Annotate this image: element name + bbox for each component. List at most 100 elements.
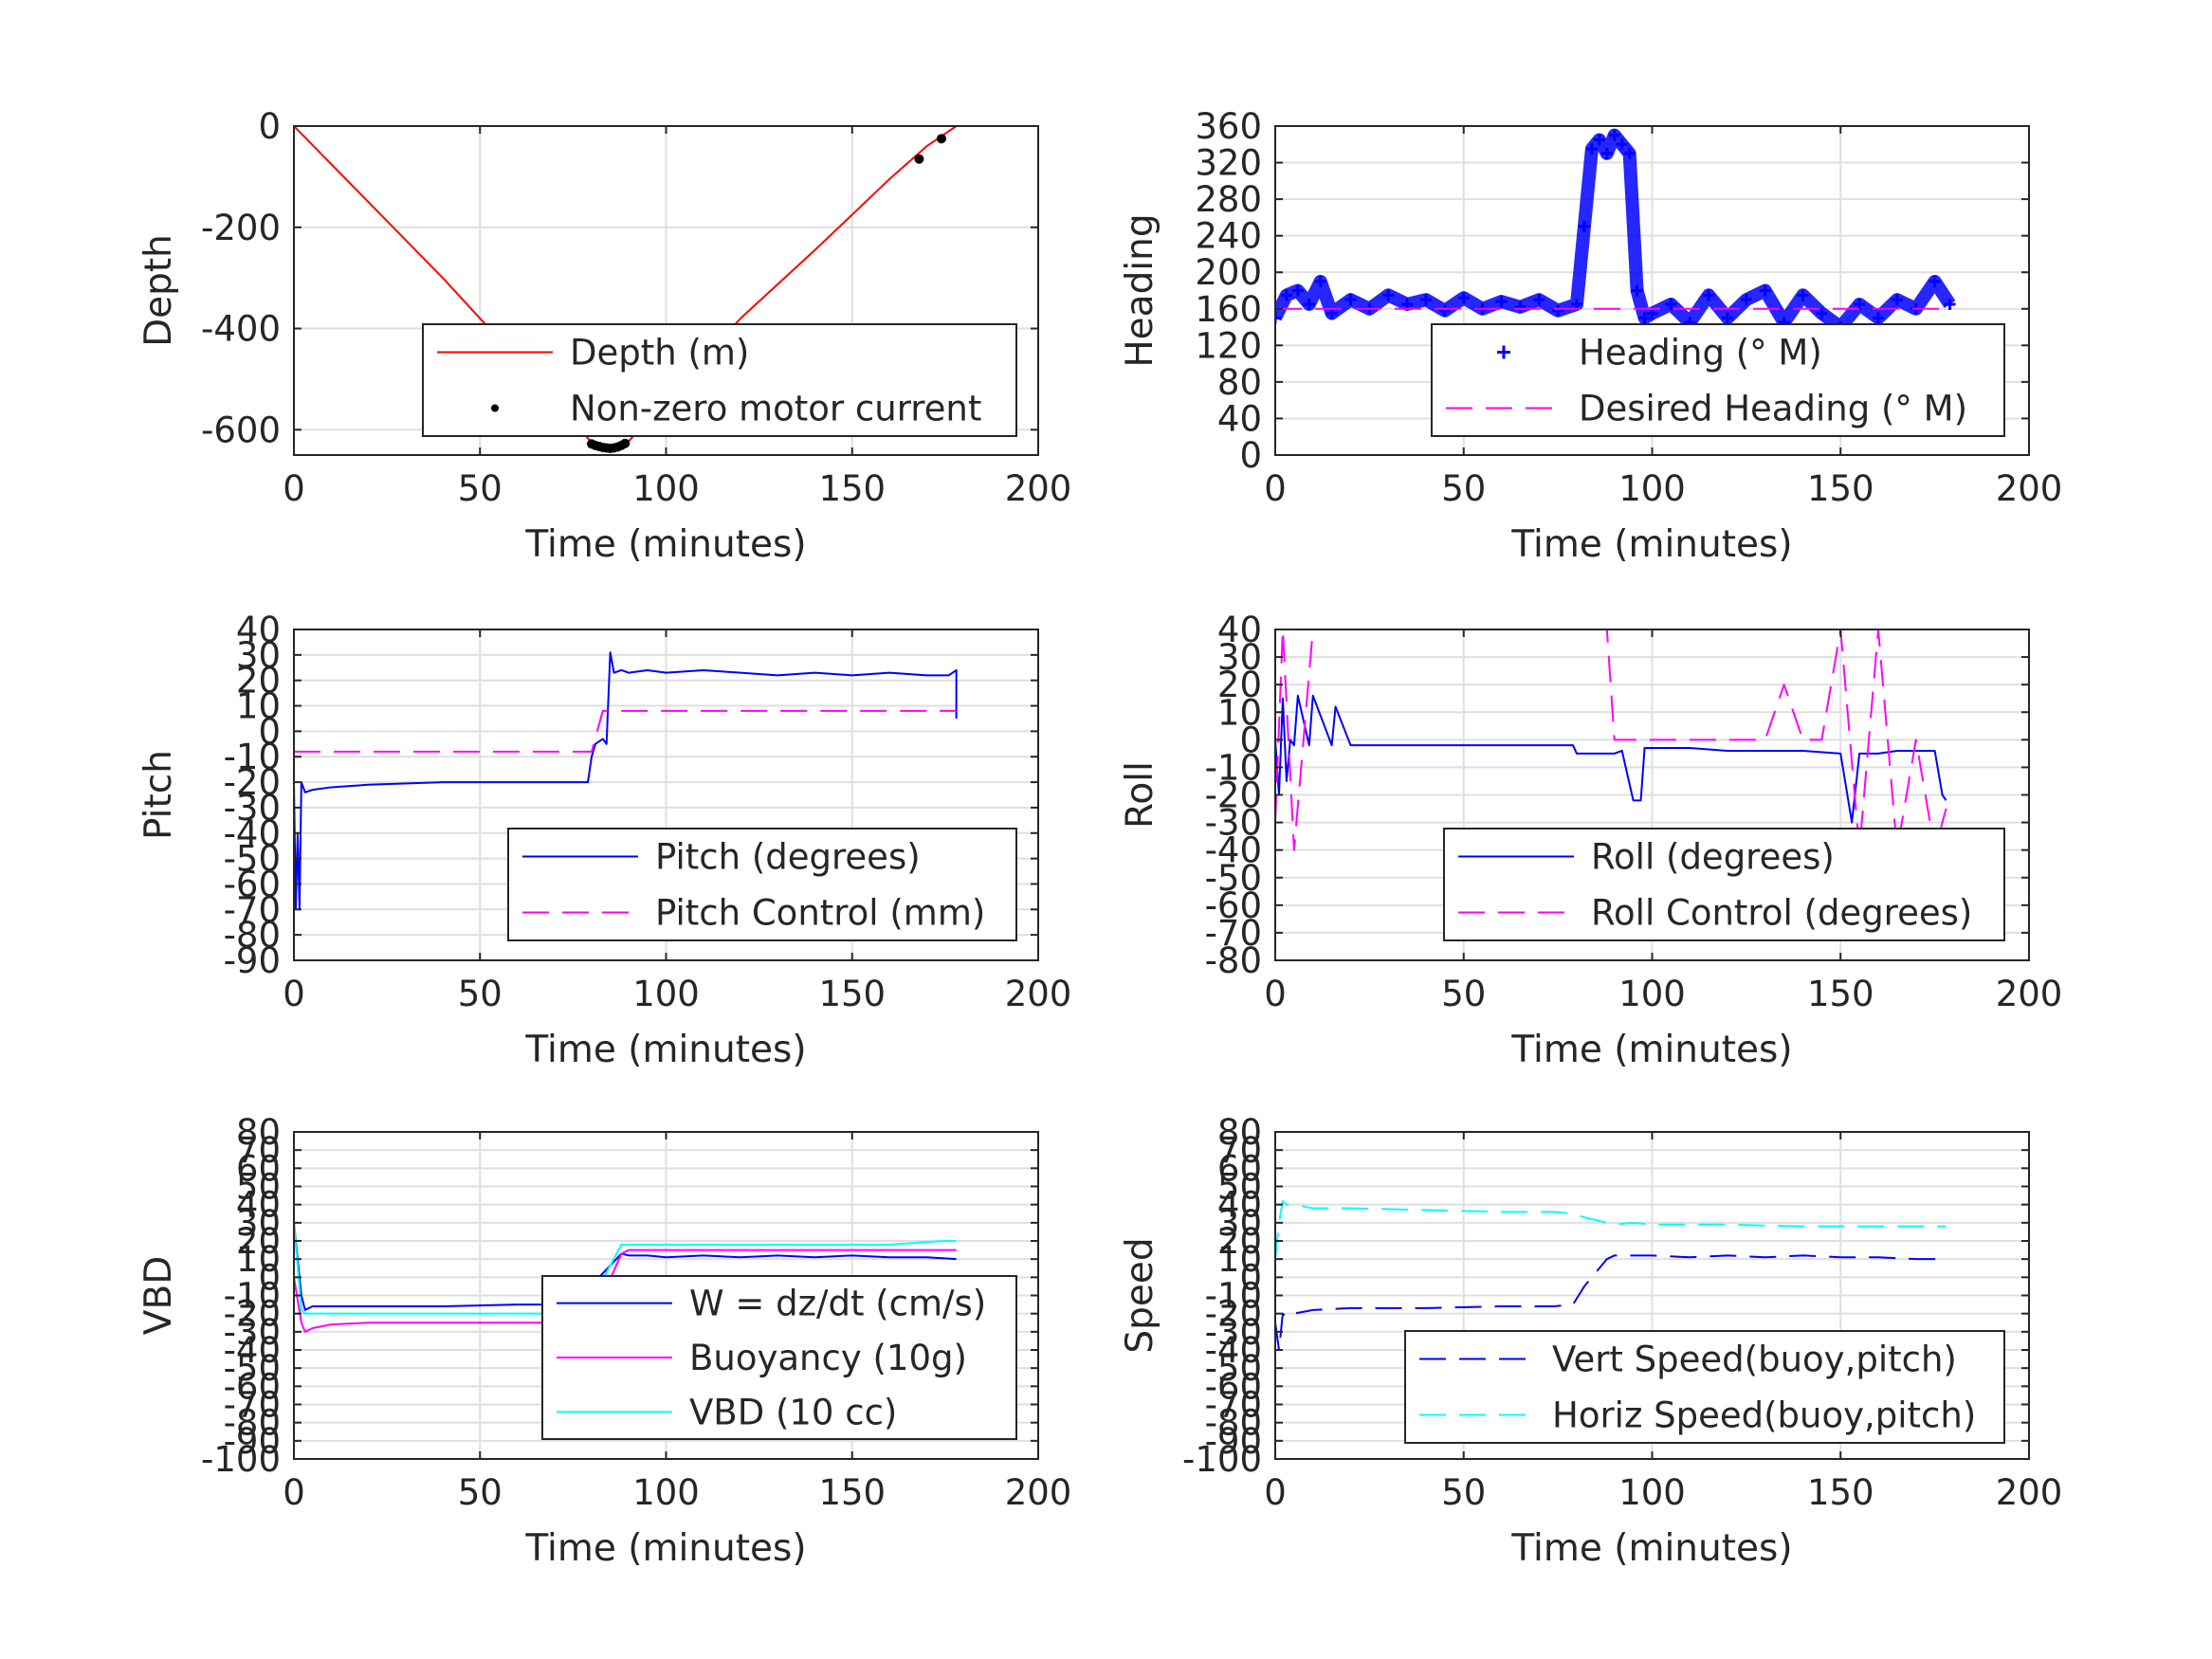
- depth-series-2-point: [936, 134, 946, 144]
- heading-legend-label: Heading (° M): [1579, 333, 1822, 374]
- vbd-y-tick-label: -80: [224, 1403, 281, 1444]
- speed-chart: 0 50 100 150 20080706050403020100-10-20-30-4…: [1119, 1112, 2062, 1570]
- speed-x-axis-label: Time (minutes): [1510, 1527, 1792, 1570]
- speed-y-tick-label: -40: [1205, 1330, 1262, 1371]
- roll-y-tick-label: 40: [1217, 610, 1262, 650]
- heading-y-axis-label: Heading: [1119, 213, 1161, 367]
- heading-y-tick-label: 320: [1195, 143, 1262, 184]
- pitch-x-tick-label: 50: [458, 974, 503, 1014]
- heading-series-1-point: [1929, 275, 1941, 287]
- vbd-y-tick-label: 50: [236, 1167, 281, 1208]
- heading-legend-marker: [1497, 345, 1510, 359]
- pitch-y-tick-label: 40: [236, 610, 281, 650]
- heading-series-1-point: [1854, 298, 1866, 310]
- heading-series-1-point: [1638, 312, 1651, 324]
- heading-series-1-point: [1891, 294, 1903, 306]
- heading-y-tick-label: 80: [1217, 362, 1262, 403]
- heading-series-1-point: [1600, 147, 1613, 159]
- speed-x-tick-label: 200: [1996, 1472, 2063, 1513]
- heading-series-1-point: [1722, 312, 1733, 324]
- heading-series-1-point: [1514, 301, 1526, 313]
- speed-y-tick-label: -20: [1205, 1294, 1262, 1335]
- heading-x-tick-label: 0: [1264, 468, 1287, 509]
- heading-x-tick-label: 150: [1807, 468, 1874, 509]
- vbd-x-tick-label: 0: [283, 1472, 305, 1513]
- pitch-y-tick-label: -60: [224, 864, 281, 904]
- roll-x-tick-label: 0: [1264, 974, 1287, 1014]
- heading-series-1-point: [1420, 294, 1432, 306]
- depth-x-tick-label: 100: [632, 468, 700, 509]
- depth-legend-label: Depth (m): [570, 333, 749, 374]
- vbd-x-tick-label: 50: [458, 1472, 503, 1513]
- pitch-y-tick-label: -20: [224, 762, 281, 803]
- vbd-y-tick-label: -10: [224, 1276, 281, 1317]
- vbd-legend: W = dz/dt (cm/s) Buoyancy (10g) VBD (10 cc…: [541, 1275, 1017, 1440]
- roll-y-tick-label: -60: [1205, 885, 1262, 926]
- speed-y-tick-label: 40: [1217, 1185, 1262, 1226]
- depth-x-tick-label: 50: [458, 468, 503, 509]
- pitch-x-tick-label: 150: [818, 974, 886, 1014]
- pitch-legend-label: Pitch (degrees): [655, 837, 921, 878]
- speed-y-tick-label: -60: [1205, 1366, 1262, 1407]
- heading-series-1-point: [1608, 129, 1620, 141]
- vbd-chart: 0 50 100 150 20080706050403020100-10-20-30-4…: [137, 1112, 1071, 1570]
- speed-legend-label: Horiz Speed(buoy,pitch): [1552, 1395, 1976, 1436]
- heading-series-1-point: [1816, 307, 1828, 319]
- roll-y-tick-label: 0: [1239, 720, 1262, 760]
- heading-series-1-point: [1623, 147, 1636, 159]
- pitch-series-1-line: [294, 651, 958, 911]
- vbd-y-tick-label: 70: [236, 1130, 281, 1171]
- heading-series-1-point: [1344, 294, 1357, 306]
- speed-y-tick-label: 20: [1217, 1221, 1262, 1262]
- pitch-x-tick-label: 200: [1005, 974, 1072, 1014]
- roll-x-tick-label: 100: [1618, 974, 1686, 1014]
- heading-y-tick-label: 240: [1195, 216, 1262, 257]
- depth-series-2-point: [914, 154, 924, 164]
- vbd-y-tick-label: 40: [236, 1185, 281, 1226]
- speed-y-tick-label: -90: [1205, 1421, 1262, 1462]
- speed-x-tick-label: 100: [1618, 1472, 1686, 1513]
- speed-series-group: [1275, 1199, 1947, 1351]
- depth-legend-marker: [491, 404, 499, 412]
- pitch-y-tick-label: -80: [224, 915, 281, 956]
- heading-y-tick-label: 200: [1195, 252, 1262, 293]
- speed-y-axis-label: Speed: [1119, 1237, 1161, 1353]
- speed-y-tick-label: -30: [1205, 1312, 1262, 1353]
- heading-series-1-point: [1665, 298, 1677, 310]
- speed-x-tick-label: 50: [1441, 1472, 1486, 1513]
- speed-y-tick-label: -50: [1205, 1348, 1262, 1389]
- vbd-y-axis-label: VBD: [137, 1256, 180, 1335]
- roll-y-tick-label: -10: [1205, 747, 1262, 788]
- roll-legend-label: Roll Control (degrees): [1591, 893, 1972, 934]
- speed-y-tick-label: -10: [1205, 1276, 1262, 1317]
- vbd-y-tick-label: -50: [224, 1348, 281, 1389]
- vbd-x-tick-label: 200: [1005, 1472, 1072, 1513]
- vbd-legend-label: W = dz/dt (cm/s): [689, 1284, 986, 1324]
- vbd-y-tick-label: -100: [201, 1439, 281, 1480]
- vbd-y-tick-label: -40: [224, 1330, 281, 1371]
- pitch-chart: 0 50 100 150 200403020100-10-20-30-40-50-60-…: [137, 610, 1071, 1071]
- pitch-y-tick-label: 30: [236, 635, 281, 676]
- heading-y-tick-label: 280: [1195, 179, 1262, 220]
- pitch-x-tick-label: 100: [632, 974, 700, 1014]
- speed-y-tick-label: 0: [1239, 1257, 1262, 1298]
- vbd-y-tick-label: 30: [236, 1203, 281, 1244]
- depth-chart: 0 50 100 150 200 0 -200 -400 -600 Time (minutes) D…: [137, 106, 1071, 566]
- roll-x-tick-label: 150: [1807, 974, 1874, 1014]
- depth-x-tick-label: 150: [818, 468, 886, 509]
- roll-x-axis-label: Time (minutes): [1510, 1029, 1792, 1071]
- pitch-y-tick-label: -40: [224, 813, 281, 854]
- speed-y-tick-label: 70: [1217, 1130, 1262, 1171]
- roll-y-tick-label: -70: [1205, 913, 1262, 954]
- depth-y-tick-label: -200: [201, 208, 281, 248]
- vbd-y-tick-label: 60: [236, 1148, 281, 1189]
- pitch-legend-label: Pitch Control (mm): [655, 893, 985, 934]
- roll-y-tick-label: 10: [1217, 692, 1262, 733]
- heading-series-1-point: [1944, 298, 1956, 310]
- vbd-y-tick-label: -90: [224, 1421, 281, 1462]
- pitch-y-axis-label: Pitch: [137, 750, 180, 840]
- heading-series-1-point: [1314, 275, 1326, 287]
- heading-series-1-point: [1593, 134, 1605, 146]
- heading-legend-label: Desired Heading (° M): [1579, 389, 1967, 429]
